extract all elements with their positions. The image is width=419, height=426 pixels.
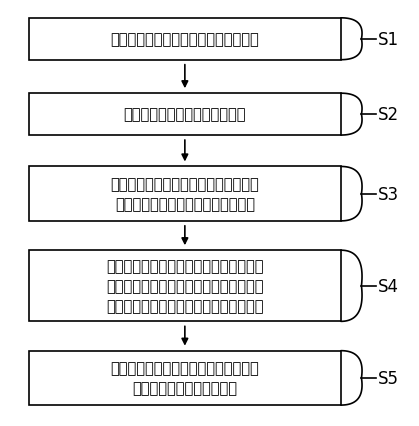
Text: S2: S2 (378, 106, 399, 124)
Text: 提供基底，并在所述基底上形成栅电极: 提供基底，并在所述基底上形成栅电极 (111, 32, 259, 47)
Bar (29, 19, 341, 60)
Text: S4: S4 (378, 277, 399, 295)
Bar (29, 94, 341, 136)
Text: 在复合薄膜上沉积形成源电极及漏电极
，得到晶体管型甲醛传感器: 在复合薄膜上沉积形成源电极及漏电极 ，得到晶体管型甲醛传感器 (111, 361, 259, 395)
Bar (29, 351, 341, 405)
Bar (29, 250, 341, 322)
Text: S1: S1 (378, 31, 399, 49)
Text: 提供金属纳米颗粒，并对氧化锌薄膜进行
带电修饰，然后将金属纳米颗粒通过静电
作用吸附在氧化锌薄膜上，得到复合薄膜: 提供金属纳米颗粒，并对氧化锌薄膜进行 带电修饰，然后将金属纳米颗粒通过静电 作用… (106, 259, 264, 314)
Text: 提供氧化锌溶液，将所述氧化锌溶液涂
覆在介电层上，退火形成氧化锌薄膜: 提供氧化锌溶液，将所述氧化锌溶液涂 覆在介电层上，退火形成氧化锌薄膜 (111, 177, 259, 212)
Text: 在所述栅电极上沉积制备介电层: 在所述栅电极上沉积制备介电层 (124, 107, 246, 122)
Text: S5: S5 (378, 369, 399, 387)
Bar (29, 167, 341, 222)
Text: S3: S3 (378, 185, 399, 203)
